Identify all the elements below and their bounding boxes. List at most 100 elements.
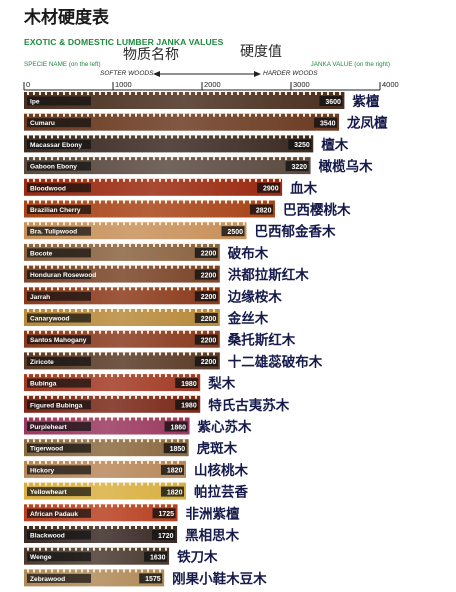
ruler-mark: [303, 135, 305, 139]
ruler-mark: [165, 439, 167, 443]
name-plate: [27, 487, 91, 497]
ruler-mark: [69, 157, 71, 161]
ruler-mark: [111, 504, 113, 508]
ruler-mark: [75, 439, 77, 443]
ruler-mark: [165, 287, 167, 291]
ruler-mark: [189, 92, 191, 95]
bar-cn-label: 非洲紫檀: [186, 505, 240, 522]
name-plate: [27, 552, 91, 562]
bar-cn-label: 铁刀木: [177, 549, 218, 566]
ruler-mark: [27, 526, 29, 529]
ruler-mark: [159, 92, 161, 95]
ruler-mark: [51, 504, 53, 508]
ruler-mark: [99, 352, 101, 356]
ruler-mark: [195, 265, 197, 269]
ruler-mark: [57, 157, 59, 161]
ruler-mark: [117, 309, 119, 312]
ruler-mark: [141, 439, 143, 443]
bar-name-label: Blackwood: [30, 533, 65, 540]
ruler-mark: [117, 265, 119, 269]
ruler-mark: [69, 92, 71, 95]
ruler-mark: [195, 222, 197, 226]
ruler-mark: [117, 526, 119, 529]
ruler-mark: [27, 243, 29, 247]
bar-value-label: 2500: [227, 229, 243, 236]
ruler-mark: [189, 178, 191, 182]
ruler-mark: [129, 526, 131, 529]
ruler-mark: [183, 352, 185, 356]
ruler-mark: [171, 504, 173, 508]
ruler-mark: [171, 113, 173, 117]
ruler-mark: [201, 135, 203, 139]
ruler-mark: [123, 92, 125, 95]
ruler-mark: [63, 569, 65, 573]
ruler-mark: [267, 200, 269, 204]
ruler-mark: [147, 113, 149, 117]
ruler-mark: [33, 135, 35, 139]
ruler-mark: [111, 157, 113, 161]
ruler-mark: [33, 352, 35, 356]
ruler-mark: [297, 135, 299, 139]
ruler-mark: [141, 374, 143, 378]
ruler-mark: [99, 92, 101, 95]
ruler-mark: [285, 113, 287, 117]
ruler-mark: [159, 395, 161, 399]
ruler-mark: [291, 157, 293, 161]
ruler-mark: [75, 395, 77, 399]
ruler-mark: [45, 569, 47, 573]
ruler-mark: [57, 135, 59, 139]
ruler-mark: [57, 178, 59, 182]
ruler-mark: [183, 135, 185, 139]
ruler-mark: [231, 200, 233, 204]
ruler-mark: [153, 460, 155, 464]
ruler-mark: [231, 157, 233, 161]
ruler-mark: [177, 482, 179, 486]
ruler-mark: [201, 200, 203, 204]
name-plate: [27, 356, 91, 366]
ruler-mark: [51, 482, 53, 486]
ruler-mark: [45, 265, 47, 269]
ruler-mark: [33, 200, 35, 204]
ruler-mark: [135, 374, 137, 378]
ruler-mark: [39, 460, 41, 464]
ruler-mark: [111, 265, 113, 269]
ruler-mark: [249, 157, 251, 161]
ruler-mark: [63, 178, 65, 182]
ruler-mark: [189, 222, 191, 226]
ruler-mark: [45, 460, 47, 464]
ruler-mark: [177, 417, 179, 421]
name-plate: [27, 291, 91, 301]
bar-row: Ipe 3600 紫檀: [24, 92, 380, 110]
ruler-mark: [225, 178, 227, 182]
ruler-mark: [105, 482, 107, 486]
ruler-mark: [243, 135, 245, 139]
ruler-mark: [279, 113, 281, 117]
ruler-mark: [117, 222, 119, 226]
ruler-mark: [39, 569, 41, 573]
ruler-mark: [111, 526, 113, 529]
ruler-mark: [153, 222, 155, 226]
bar-name-label: Wenge: [30, 554, 52, 561]
bar-cn-label: 刚果小鞋木豆木: [172, 570, 267, 587]
ruler-mark: [231, 178, 233, 182]
ruler-mark: [183, 92, 185, 95]
ruler-mark: [183, 157, 185, 161]
ruler-mark: [135, 178, 137, 182]
ruler-mark: [141, 309, 143, 312]
ruler-mark: [243, 200, 245, 204]
ruler-mark: [27, 113, 29, 117]
ruler-mark: [105, 460, 107, 464]
ruler-mark: [27, 178, 29, 182]
ruler-mark: [33, 309, 35, 312]
ruler-mark: [93, 309, 95, 312]
ruler-mark: [177, 374, 179, 378]
ruler-mark: [177, 309, 179, 312]
ruler-mark: [117, 482, 119, 486]
ruler-mark: [147, 243, 149, 247]
ruler-mark: [285, 135, 287, 139]
ruler-mark: [123, 287, 125, 291]
ruler-mark: [105, 330, 107, 334]
ruler-mark: [117, 352, 119, 356]
bar-row: Honduran Rosewood 2200 洪都拉斯红木: [24, 265, 309, 284]
ruler-mark: [93, 330, 95, 334]
